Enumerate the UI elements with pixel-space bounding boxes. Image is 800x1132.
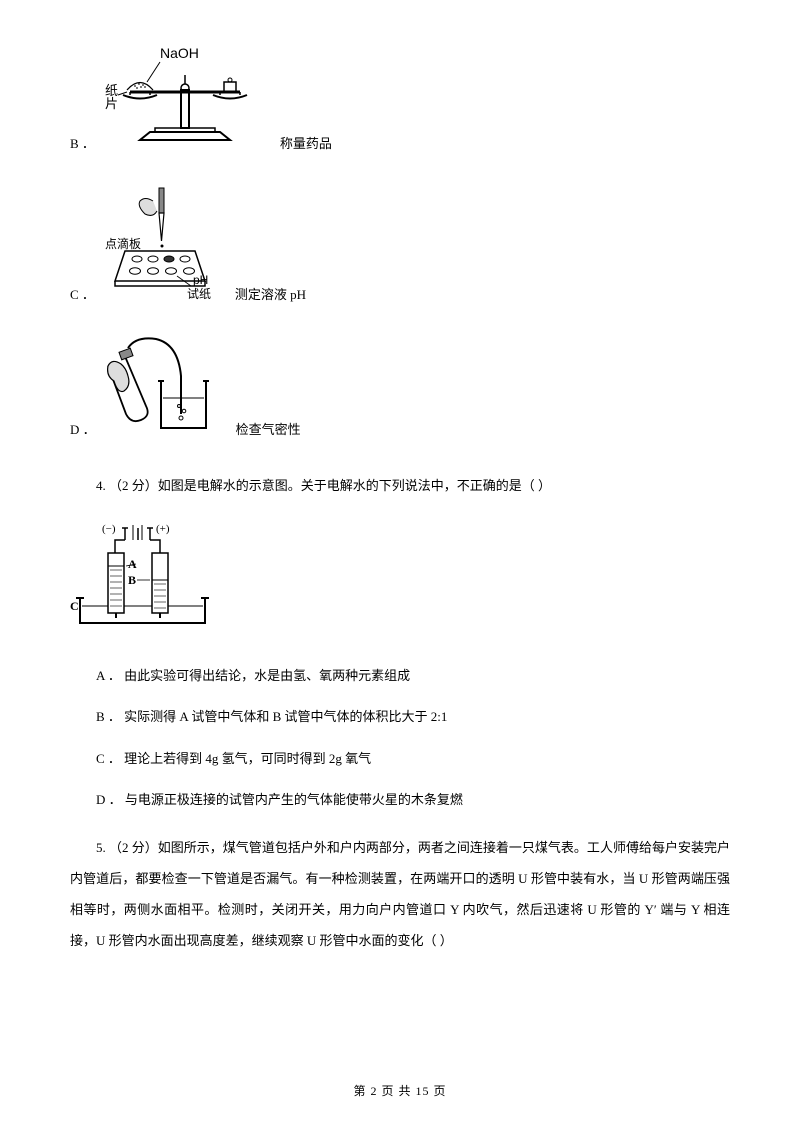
q4-text: 4. （2 分）如图是电解水的示意图。关于电解水的下列说法中，不正确的是（ ）: [70, 472, 730, 501]
page-footer: 第 2 页 共 15 页: [0, 1082, 800, 1100]
option-d-letter: D ．: [70, 420, 96, 442]
label-c: C: [70, 599, 79, 613]
option-d-row: D ． 检查气密性: [70, 336, 730, 442]
naoh-label: NaOH: [160, 45, 199, 61]
label-b: B: [128, 573, 136, 587]
plate-label: 点滴板: [105, 236, 141, 251]
option-b-row: B ．: [70, 40, 730, 156]
q5-text: 5. （2 分）如图所示，煤气管道包括户外和户内两部分，两者之间连接着一只煤气表…: [70, 832, 730, 957]
neg-label: (−): [102, 523, 116, 535]
option-c-label: 测定溶液 pH: [235, 285, 306, 307]
q4-c: C ． 理论上若得到 4g 氢气，可同时得到 2g 氧气: [70, 749, 730, 769]
option-d-label: 检查气密性: [236, 420, 301, 442]
electrolysis-diagram: (−) (+) A B C: [70, 518, 730, 644]
strip-label: 试纸: [187, 286, 211, 301]
airtight-diagram: [106, 336, 221, 442]
q4-a: A ． 由此实验可得出结论，水是由氢、氧两种元素组成: [70, 666, 730, 686]
balance-diagram: NaOH 纸 片: [105, 40, 265, 156]
q4-b: B ． 实际测得 A 试管中气体和 B 试管中气体的体积比大于 2:1: [70, 707, 730, 727]
option-b-letter: B ．: [70, 134, 95, 156]
option-c-row: C ． 点滴板 pH 试纸 测定溶液 pH: [70, 186, 730, 307]
ph-diagram: 点滴板 pH 试纸: [105, 186, 220, 307]
pos-label: (+): [156, 523, 170, 535]
option-b-label: 称量药品: [280, 134, 332, 156]
option-c-letter: C ．: [70, 285, 95, 307]
ph-label: pH: [193, 273, 208, 287]
svg-text:片: 片: [105, 96, 118, 111]
q4-d: D ． 与电源正极连接的试管内产生的气体能使带火星的木条复燃: [70, 790, 730, 810]
